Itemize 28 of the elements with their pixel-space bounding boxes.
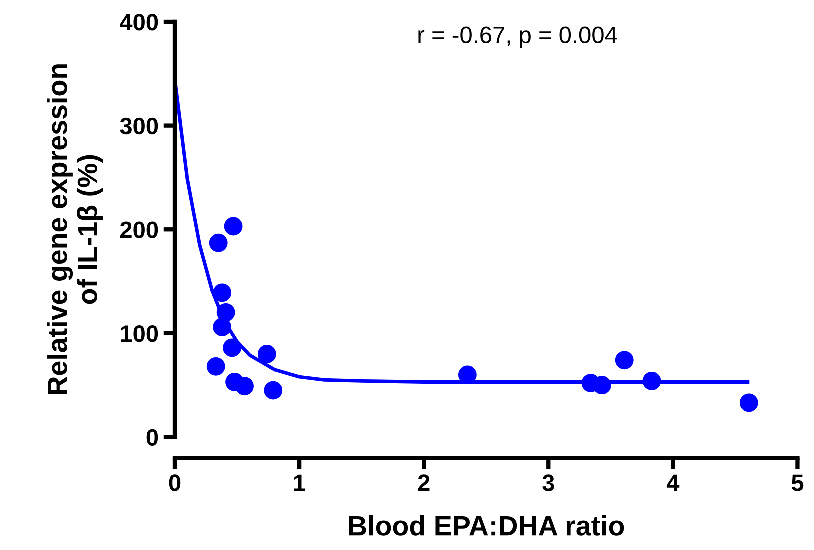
y-tick-label: 200 — [120, 222, 158, 238]
x-tick-label: 2 — [418, 474, 430, 492]
point — [740, 394, 758, 412]
point — [615, 351, 634, 370]
point — [206, 357, 226, 376]
point — [264, 381, 283, 400]
point — [236, 377, 254, 396]
point — [209, 234, 228, 252]
y-tick-label: 400 — [120, 14, 158, 31]
point — [213, 284, 232, 302]
point — [258, 345, 276, 364]
annotation: r = -0.67, p = 0.004 — [418, 26, 618, 48]
point — [642, 372, 662, 390]
point — [216, 303, 236, 322]
x-axis-title: Blood EPA:DHA ratio — [349, 516, 624, 536]
y-tick-label: 100 — [121, 326, 158, 342]
y-tick-label: 300 — [120, 118, 158, 135]
y-tick-label: 0 — [146, 429, 158, 446]
point — [223, 338, 242, 358]
x-tick-label: 3 — [542, 474, 554, 492]
point — [224, 217, 243, 236]
point — [213, 318, 232, 336]
y-axis-title: Relative gene expression of IL-1β (%) — [47, 64, 103, 394]
x-tick-label: 1 — [294, 474, 306, 492]
x-tick-label: 0 — [169, 474, 181, 492]
point — [458, 366, 477, 384]
x-tick-label: 4 — [666, 474, 680, 492]
x-tick-label: 5 — [792, 474, 804, 492]
